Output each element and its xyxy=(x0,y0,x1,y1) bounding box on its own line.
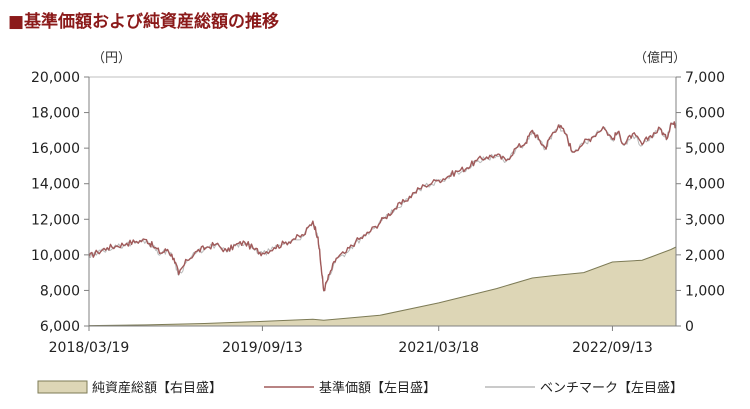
chart-title: ■基準価額および純資産総額の推移 xyxy=(8,11,279,32)
left-tick-label: 12,000 xyxy=(31,212,80,228)
left-axis-ticks: 6,000 8,000 10,000 12,000 14,000 16,000 18,000… xyxy=(31,70,89,335)
legend-label-aum: 純資産総額【右目盛】 xyxy=(92,380,222,396)
nav-line xyxy=(88,121,677,292)
x-axis-ticks: 2018/03/19 2019/09/13 2021/03/18 2022/09/13 xyxy=(49,326,653,356)
left-tick-label: 10,000 xyxy=(31,248,80,264)
left-axis-unit: （円） xyxy=(92,51,131,66)
left-tick-label: 6,000 xyxy=(40,319,80,335)
right-tick-label: 2,000 xyxy=(685,248,725,264)
line-layer xyxy=(88,121,677,292)
aum-area-layer xyxy=(88,246,677,327)
right-tick-label: 6,000 xyxy=(685,106,725,122)
right-axis-unit: （億円） xyxy=(634,50,686,66)
left-tick-label: 20,000 xyxy=(31,70,80,86)
legend-label-nav: 基準価額【左目盛】 xyxy=(319,380,436,396)
x-tick-label: 2019/09/13 xyxy=(222,340,303,356)
left-tick-label: 14,000 xyxy=(31,177,80,193)
right-tick-label: 7,000 xyxy=(685,70,725,86)
x-tick-label: 2022/09/13 xyxy=(572,340,653,356)
right-tick-label: 0 xyxy=(685,319,694,335)
x-tick-label: 2018/03/19 xyxy=(49,340,130,356)
right-tick-label: 4,000 xyxy=(685,177,725,193)
aum-line xyxy=(88,246,677,327)
left-tick-label: 16,000 xyxy=(31,141,80,157)
right-tick-label: 3,000 xyxy=(685,212,725,228)
right-tick-label: 5,000 xyxy=(685,141,725,157)
x-tick-label: 2021/03/18 xyxy=(398,340,479,356)
aum-area xyxy=(89,247,676,326)
left-tick-label: 8,000 xyxy=(40,283,80,299)
left-tick-label: 18,000 xyxy=(31,106,80,122)
legend-swatch-aum xyxy=(37,380,88,394)
legend-label-benchmark: ベンチマーク【左目盛】 xyxy=(540,381,683,396)
right-tick-label: 1,000 xyxy=(685,283,725,299)
legend: 純資産総額【右目盛】 基準価額【左目盛】 ベンチマーク【左目盛】 xyxy=(37,380,683,396)
right-axis-ticks: 0 1,000 2,000 3,000 4,000 5,000 6,000 7,000 xyxy=(676,70,725,335)
